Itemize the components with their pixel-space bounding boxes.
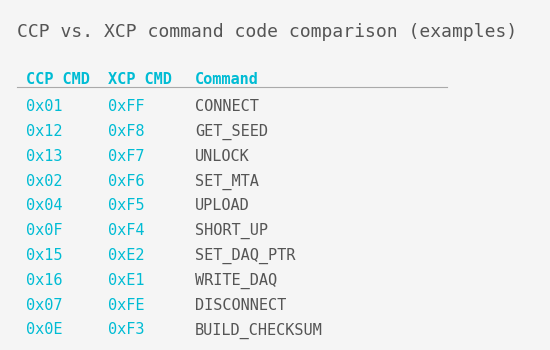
Text: WRITE_DAQ: WRITE_DAQ [195, 273, 277, 289]
Text: 0x0F: 0x0F [26, 223, 62, 238]
Text: 0x07: 0x07 [26, 298, 62, 313]
Text: 0xFF: 0xFF [108, 99, 145, 114]
Text: DISCONNECT: DISCONNECT [195, 298, 286, 313]
Text: UPLOAD: UPLOAD [195, 198, 250, 214]
Text: 0xE1: 0xE1 [108, 273, 145, 288]
Text: 0xF5: 0xF5 [108, 198, 145, 214]
Text: XCP CMD: XCP CMD [108, 72, 172, 87]
Text: CCP CMD: CCP CMD [26, 72, 90, 87]
Text: SET_DAQ_PTR: SET_DAQ_PTR [195, 248, 295, 264]
Text: 0x16: 0x16 [26, 273, 62, 288]
Text: 0x12: 0x12 [26, 124, 62, 139]
Text: GET_SEED: GET_SEED [195, 124, 268, 140]
Text: 0x15: 0x15 [26, 248, 62, 263]
Text: 0xE2: 0xE2 [108, 248, 145, 263]
Text: 0x04: 0x04 [26, 198, 62, 214]
Text: CCP vs. XCP command code comparison (examples): CCP vs. XCP command code comparison (exa… [16, 23, 517, 41]
Text: BUILD_CHECKSUM: BUILD_CHECKSUM [195, 322, 323, 339]
Text: 0x02: 0x02 [26, 174, 62, 189]
Text: 0xFE: 0xFE [108, 298, 145, 313]
Text: UNLOCK: UNLOCK [195, 149, 250, 164]
Text: 0xF4: 0xF4 [108, 223, 145, 238]
Text: SHORT_UP: SHORT_UP [195, 223, 268, 239]
Text: Command: Command [195, 72, 259, 87]
Text: 0x0E: 0x0E [26, 322, 62, 337]
Text: 0xF3: 0xF3 [108, 322, 145, 337]
Text: 0xF7: 0xF7 [108, 149, 145, 164]
Text: SET_MTA: SET_MTA [195, 174, 259, 190]
Text: 0x01: 0x01 [26, 99, 62, 114]
Text: 0x13: 0x13 [26, 149, 62, 164]
Text: CONNECT: CONNECT [195, 99, 259, 114]
Text: 0xF6: 0xF6 [108, 174, 145, 189]
Text: 0xF8: 0xF8 [108, 124, 145, 139]
